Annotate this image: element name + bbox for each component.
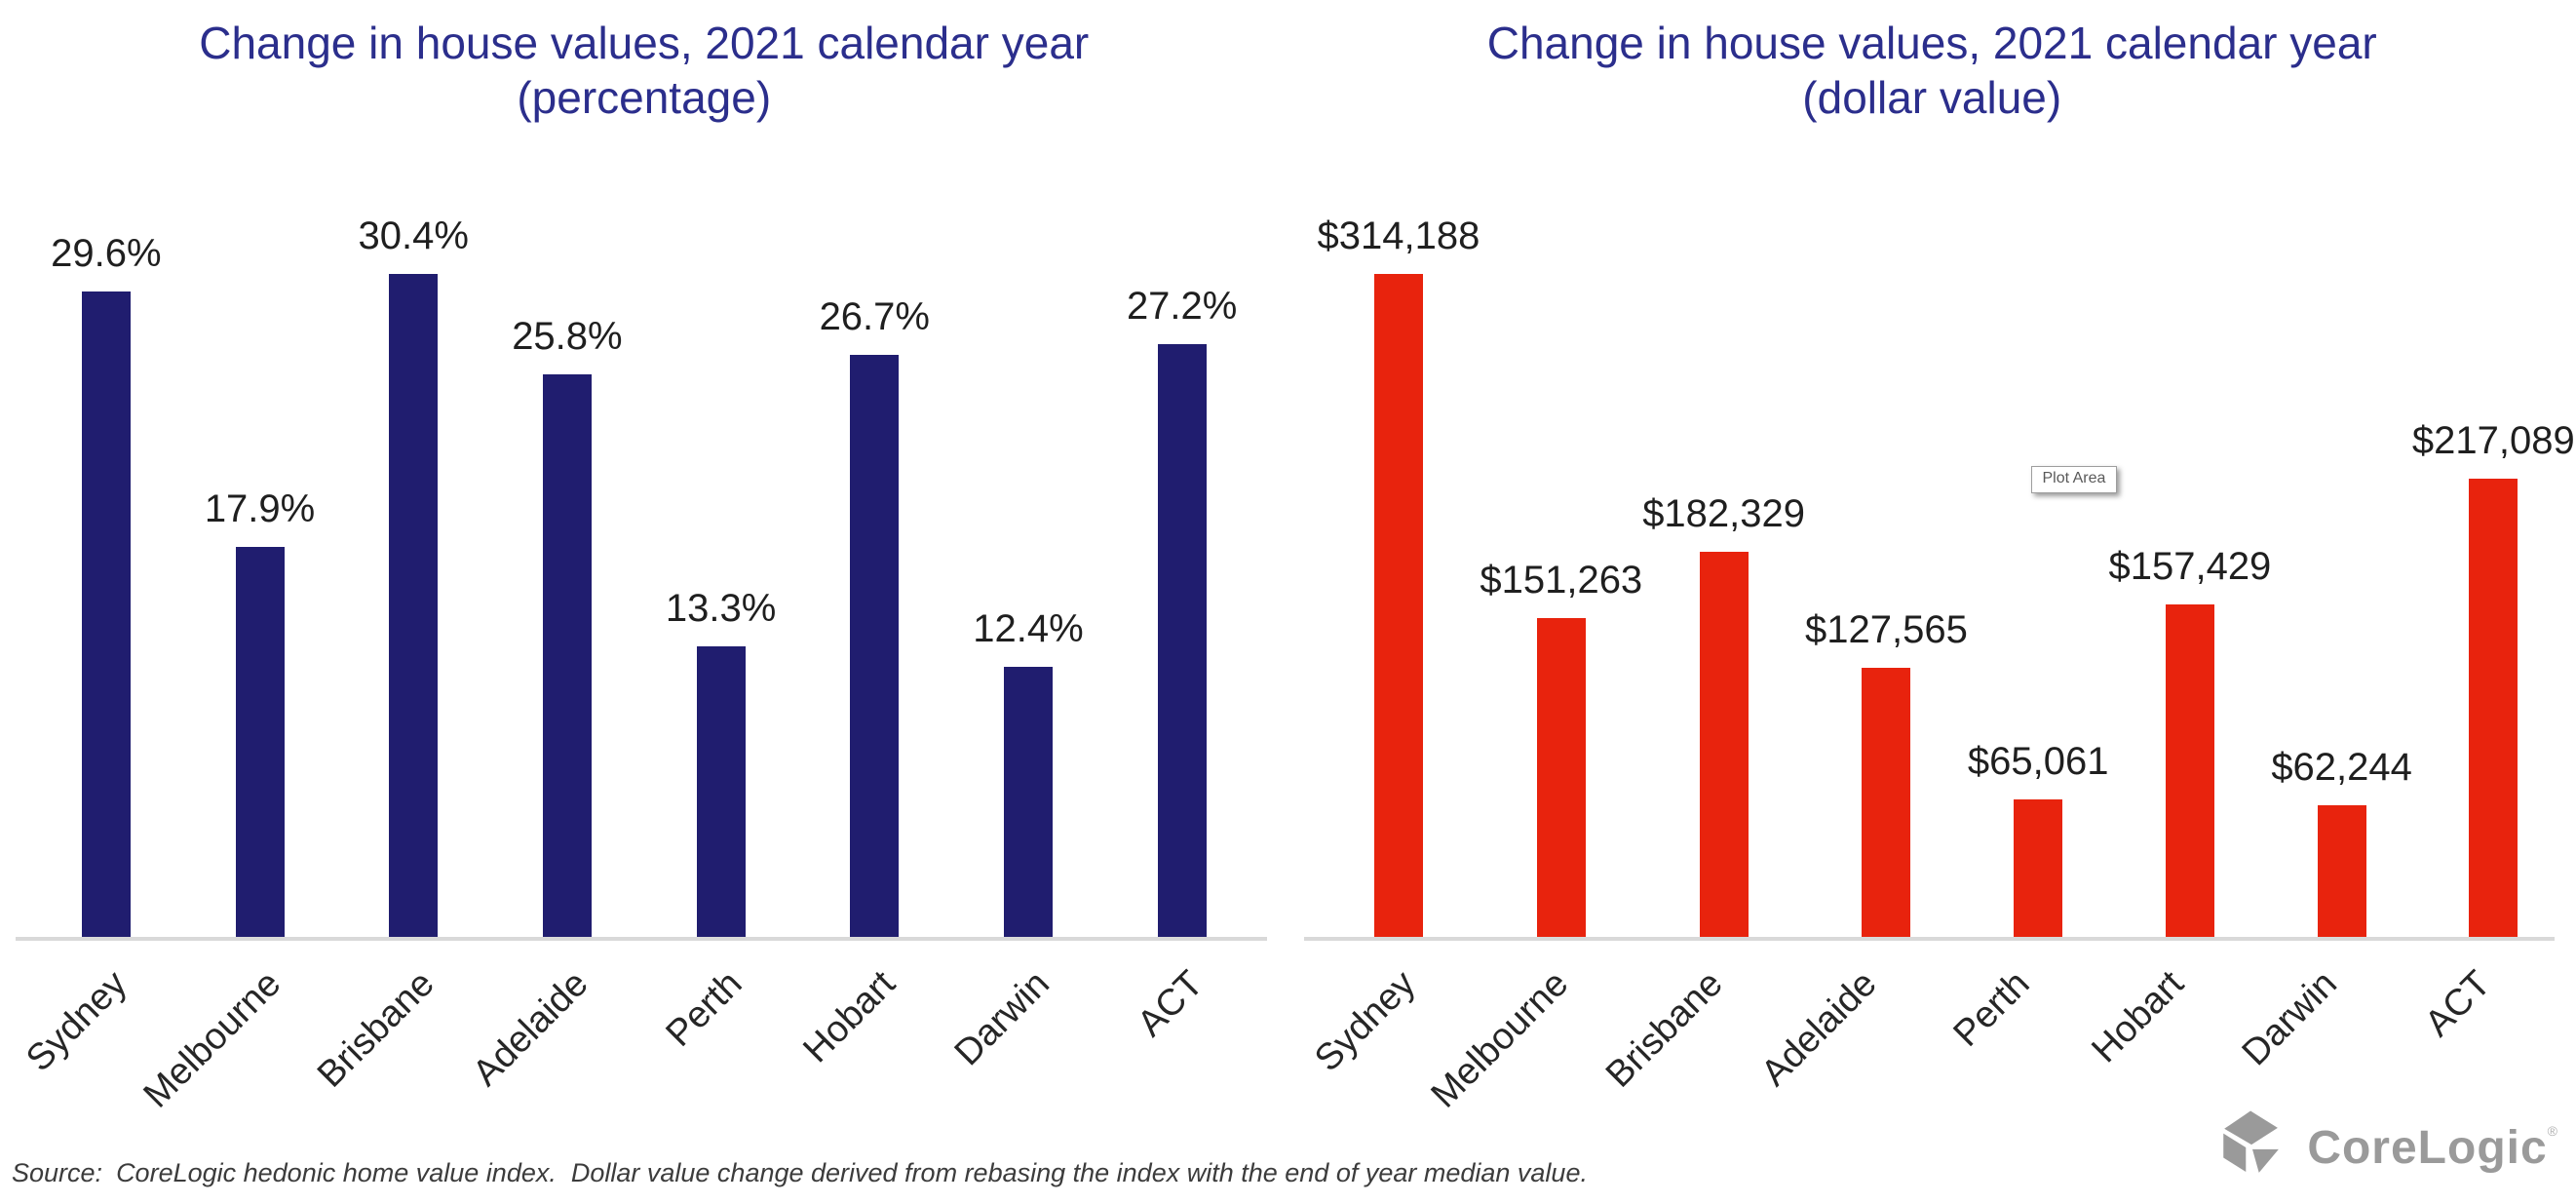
- data-label-brisbane: 30.4%: [358, 214, 469, 257]
- source-prefix: Source:: [12, 1158, 103, 1187]
- data-label-melbourne: 17.9%: [204, 487, 316, 530]
- category-cell-perth: Perth: [1932, 946, 2086, 1150]
- chart-title-percentage: Change in house values, 2021 calendar ye…: [0, 16, 1288, 125]
- category-cell-sydney: Sydney: [1307, 946, 1472, 1150]
- category-cell-melbourne: Melbourne: [1424, 946, 1625, 1150]
- data-label-perth: 13.3%: [665, 587, 777, 630]
- data-label-adelaide: $127,565: [1805, 608, 1968, 651]
- bar-column-adelaide: 25.8%: [490, 315, 644, 937]
- plot-area-tooltip: Plot Area: [2030, 466, 2118, 493]
- category-cell-sydney: Sydney: [19, 946, 183, 1150]
- data-label-brisbane: $182,329: [1642, 492, 1806, 535]
- category-cell-melbourne: Melbourne: [136, 946, 337, 1150]
- chart-title-line2: (dollar value): [1802, 72, 2062, 124]
- bar-hobart[interactable]: [850, 355, 900, 937]
- category-cell-adelaide: Adelaide: [465, 946, 644, 1150]
- chart-dollar: Change in house values, 2021 calendar ye…: [1288, 0, 2576, 1204]
- bar-adelaide[interactable]: [542, 374, 592, 937]
- bar-column-sydney: $314,188: [1318, 214, 1480, 937]
- chart-title-dollar: Change in house values, 2021 calendar ye…: [1288, 16, 2576, 125]
- corelogic-logo: CoreLogic®: [2206, 1101, 2558, 1194]
- category-cell-brisbane: Brisbane: [1598, 946, 1779, 1150]
- chart-title-line2: (percentage): [517, 72, 772, 124]
- data-label-perth: $65,061: [1967, 740, 2109, 783]
- bar-column-act: 27.2%: [1105, 285, 1259, 937]
- data-label-act: 27.2%: [1126, 285, 1238, 328]
- data-label-hobart: $157,429: [2108, 545, 2272, 588]
- bar-hobart[interactable]: [2165, 604, 2214, 937]
- data-label-act: $217,089: [2411, 419, 2575, 462]
- corelogic-cube-icon: [2223, 1110, 2280, 1173]
- bar-sydney[interactable]: [1373, 274, 1423, 937]
- bar-darwin[interactable]: [1003, 667, 1053, 937]
- source-text: CoreLogic hedonic home value index. Doll…: [116, 1158, 1588, 1187]
- bar-perth[interactable]: [2014, 799, 2063, 937]
- bar-column-melbourne: $151,263: [1480, 559, 1642, 937]
- bars-percentage: 29.6% 17.9% 30.4% 25.8% 13.3% 26.7% 12.4% 27.2%: [29, 117, 1259, 937]
- chart-percentage: Change in house values, 2021 calendar ye…: [0, 16, 1288, 1150]
- bar-column-sydney: 29.6%: [29, 232, 183, 937]
- bar-column-adelaide: $127,565: [1805, 608, 1968, 937]
- category-label-perth: Perth: [658, 963, 750, 1055]
- category-cell-act: ACT: [1105, 946, 1259, 1150]
- plot-area-dollar[interactable]: $314,188 $151,263 $182,329 $127,565 $65,061 $…: [1303, 117, 2575, 941]
- corelogic-wordmark: CoreLogic: [2307, 1121, 2548, 1174]
- category-cell-perth: Perth: [644, 946, 798, 1150]
- x-axis-line: [1303, 937, 2555, 941]
- registered-mark: ®: [2547, 1122, 2558, 1139]
- data-label-hobart: 26.7%: [819, 295, 930, 338]
- category-cell-brisbane: Brisbane: [310, 946, 490, 1150]
- category-label-hobart: Hobart: [2084, 963, 2192, 1071]
- bar-adelaide[interactable]: [1862, 668, 1911, 937]
- category-label-act: ACT: [2417, 963, 2499, 1045]
- category-cell-darwin: Darwin: [946, 946, 1105, 1150]
- bar-brisbane[interactable]: [1699, 552, 1749, 937]
- bar-column-perth: 13.3%: [644, 587, 798, 937]
- bar-perth[interactable]: [696, 646, 746, 937]
- plot-area-percentage[interactable]: 29.6% 17.9% 30.4% 25.8% 13.3% 26.7% 12.4% 27.2%: [16, 117, 1267, 941]
- data-label-melbourne: $151,263: [1480, 559, 1643, 602]
- bar-column-brisbane: 30.4%: [336, 214, 490, 937]
- category-axis-percentage: Sydney Melbourne Brisbane Adelaide Perth Hoba…: [19, 946, 1259, 1150]
- category-label-sydney: Sydney: [19, 963, 135, 1080]
- bar-column-darwin: $62,244: [2271, 746, 2412, 937]
- bar-column-perth: $65,061: [1967, 740, 2109, 937]
- bar-melbourne[interactable]: [235, 547, 285, 937]
- source-note: Source: CoreLogic hedonic home value inde…: [12, 1158, 1588, 1188]
- category-cell-hobart: Hobart: [795, 946, 951, 1150]
- category-label-darwin: Darwin: [2234, 963, 2346, 1074]
- data-label-sydney: $314,188: [1317, 214, 1480, 257]
- category-label-hobart: Hobart: [795, 963, 904, 1071]
- chart-title-line1: Change in house values, 2021 calendar ye…: [199, 18, 1090, 68]
- corelogic-logo-text: CoreLogic®: [2307, 1121, 2558, 1175]
- category-label-darwin: Darwin: [946, 963, 1057, 1074]
- bar-darwin[interactable]: [2317, 805, 2366, 937]
- chart-title-line1: Change in house values, 2021 calendar ye…: [1486, 18, 2377, 68]
- bar-column-hobart: $157,429: [2108, 545, 2271, 937]
- category-label-act: ACT: [1129, 963, 1211, 1045]
- data-label-adelaide: 25.8%: [512, 315, 623, 358]
- data-label-darwin: $62,244: [2271, 746, 2412, 789]
- bar-column-hobart: 26.7%: [797, 295, 951, 937]
- data-label-darwin: 12.4%: [973, 607, 1084, 650]
- bar-sydney[interactable]: [81, 291, 131, 937]
- bar-melbourne[interactable]: [1536, 618, 1586, 937]
- bar-column-brisbane: $182,329: [1642, 492, 1805, 937]
- bars-dollar: $314,188 $151,263 $182,329 $127,565 $65,061 $…: [1318, 117, 2575, 937]
- category-label-sydney: Sydney: [1306, 963, 1424, 1080]
- x-axis-line: [16, 937, 1267, 941]
- bar-column-act: $217,089: [2412, 419, 2575, 937]
- bar-act[interactable]: [2469, 479, 2518, 937]
- category-label-perth: Perth: [1945, 963, 2038, 1055]
- bar-act[interactable]: [1157, 344, 1207, 937]
- bar-column-darwin: 12.4%: [951, 607, 1105, 937]
- category-cell-adelaide: Adelaide: [1753, 946, 1933, 1150]
- data-label-sydney: 29.6%: [51, 232, 162, 275]
- bar-brisbane[interactable]: [389, 274, 439, 937]
- bar-column-melbourne: 17.9%: [183, 487, 337, 937]
